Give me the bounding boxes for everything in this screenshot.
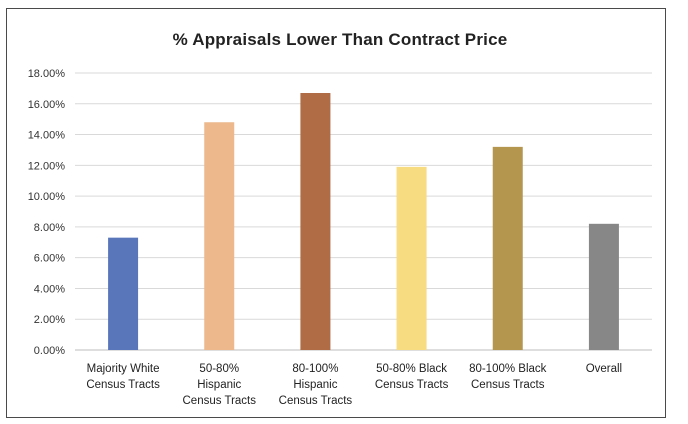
y-tick-label: 14.00% bbox=[28, 130, 66, 142]
chart-title: % Appraisals Lower Than Contract Price bbox=[172, 30, 508, 49]
y-tick-label: 2.00% bbox=[34, 314, 65, 326]
y-tick-label: 0.00% bbox=[34, 345, 65, 357]
x-category-label: 50-80% Black Census Tracts bbox=[375, 363, 449, 391]
bar bbox=[588, 223, 619, 350]
y-tick-label: 18.00% bbox=[28, 68, 66, 80]
y-tick-label: 16.00% bbox=[28, 99, 66, 111]
y-tick-label: 6.00% bbox=[34, 253, 65, 265]
x-category-label: 80-100% Hispanic Census Tracts bbox=[279, 363, 353, 407]
bars bbox=[108, 93, 619, 350]
y-tick-label: 8.00% bbox=[34, 222, 65, 234]
y-tick-label: 10.00% bbox=[28, 191, 66, 203]
x-category-label: 50-80% Hispanic Census Tracts bbox=[183, 363, 257, 407]
bar bbox=[492, 146, 523, 350]
bar bbox=[396, 166, 427, 350]
bar bbox=[204, 122, 235, 350]
bar bbox=[300, 93, 331, 350]
x-category-label: Majority White Census Tracts bbox=[86, 363, 160, 391]
bar bbox=[108, 237, 139, 350]
x-category-label: Overall bbox=[586, 363, 622, 375]
y-axis-ticks: 0.00% 2.00% 4.00% 6.00% 8.00% 10.00% 12.00% 14.… bbox=[28, 68, 66, 357]
gridlines bbox=[75, 72, 652, 351]
y-tick-label: 12.00% bbox=[28, 160, 66, 172]
x-axis-labels: Majority White Census Tracts 50-80% Hispani… bbox=[86, 363, 622, 407]
y-tick-label: 4.00% bbox=[34, 283, 65, 295]
x-category-label: 80-100% Black Census Tracts bbox=[469, 363, 547, 391]
